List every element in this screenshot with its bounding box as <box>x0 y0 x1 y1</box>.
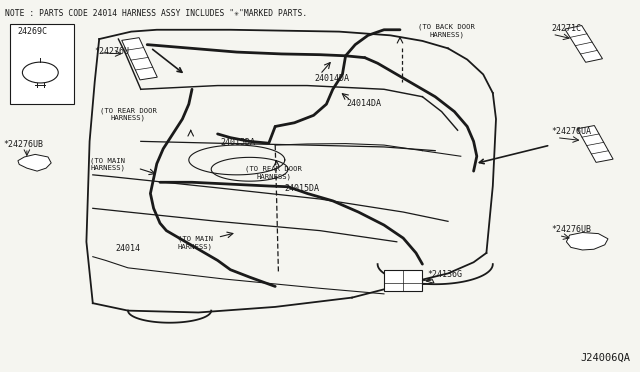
Text: (TO MAIN
HARNESS): (TO MAIN HARNESS) <box>178 235 212 250</box>
Text: 24269C: 24269C <box>17 27 47 36</box>
Text: 24014DA: 24014DA <box>347 99 382 108</box>
Text: (TO BACK DOOR
HARNESS): (TO BACK DOOR HARNESS) <box>419 23 475 38</box>
Text: 24014: 24014 <box>115 244 140 253</box>
Text: 24015DA: 24015DA <box>284 185 319 193</box>
Circle shape <box>22 62 58 83</box>
Text: *24276UB: *24276UB <box>552 225 591 234</box>
Polygon shape <box>565 26 602 62</box>
Text: 24271C: 24271C <box>552 24 582 33</box>
Text: (TO REAR DOOR
HARNESS): (TO REAR DOOR HARNESS) <box>100 107 156 121</box>
Text: 24015DA: 24015DA <box>220 138 255 147</box>
Polygon shape <box>122 38 157 80</box>
Bar <box>10 24 74 104</box>
Text: (TO MAIN
HARNESS): (TO MAIN HARNESS) <box>90 157 125 171</box>
Text: (TO REAR DOOR
HARNESS): (TO REAR DOOR HARNESS) <box>246 166 302 180</box>
Text: NOTE : PARTS CODE 24014 HARNESS ASSY INCLUDES "✳"MARKED PARTS.: NOTE : PARTS CODE 24014 HARNESS ASSY INC… <box>5 9 307 18</box>
Text: *24276UB: *24276UB <box>3 140 44 149</box>
Text: *24276U: *24276U <box>95 47 130 56</box>
Text: 24014DA: 24014DA <box>315 74 350 83</box>
Text: *24136G: *24136G <box>428 270 463 279</box>
Polygon shape <box>18 154 51 171</box>
Text: *24276UA: *24276UA <box>552 127 591 136</box>
Polygon shape <box>577 125 613 163</box>
Polygon shape <box>566 232 608 250</box>
Text: J24006QA: J24006QA <box>580 353 630 363</box>
Bar <box>384 270 422 291</box>
